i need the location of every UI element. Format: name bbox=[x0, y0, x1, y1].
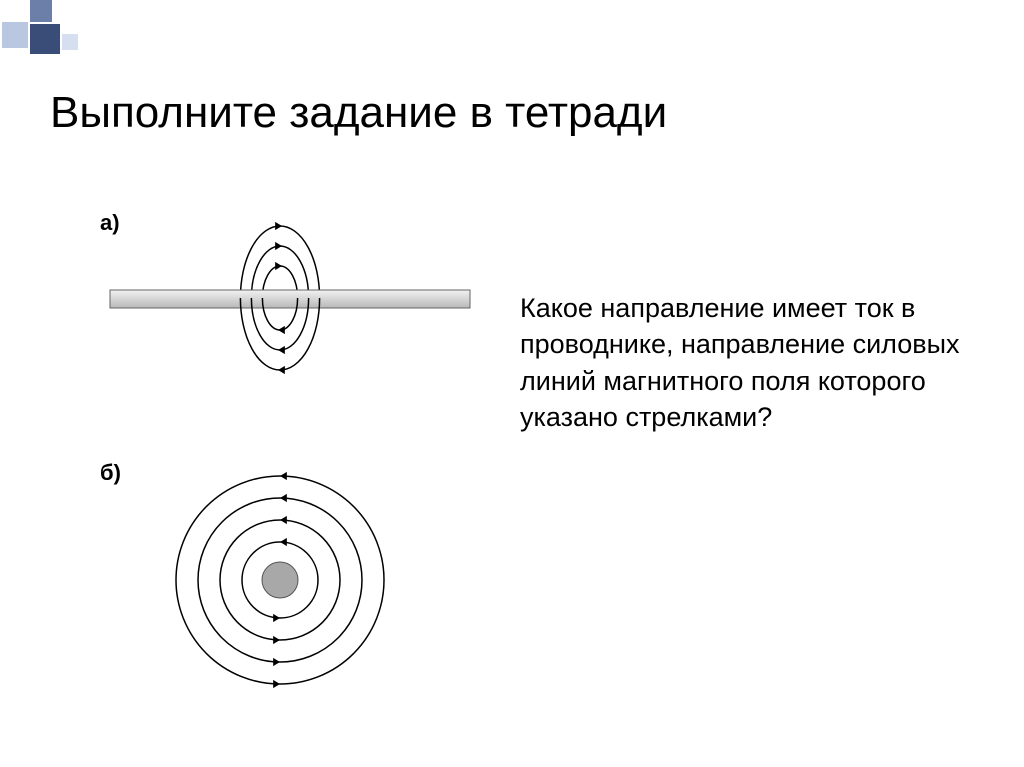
deco-square bbox=[2, 22, 28, 48]
deco-square bbox=[30, 24, 60, 54]
deco-square bbox=[62, 34, 78, 50]
deco-square bbox=[30, 0, 52, 22]
question-text: Какое направление имеет ток в проводнике… bbox=[520, 290, 960, 436]
corner-decoration bbox=[0, 0, 120, 60]
diagram-a bbox=[70, 210, 490, 410]
diagram-b bbox=[70, 450, 490, 710]
page-title: Выполните задание в тетради bbox=[50, 88, 667, 138]
diagram-area: а) б) bbox=[70, 210, 490, 690]
